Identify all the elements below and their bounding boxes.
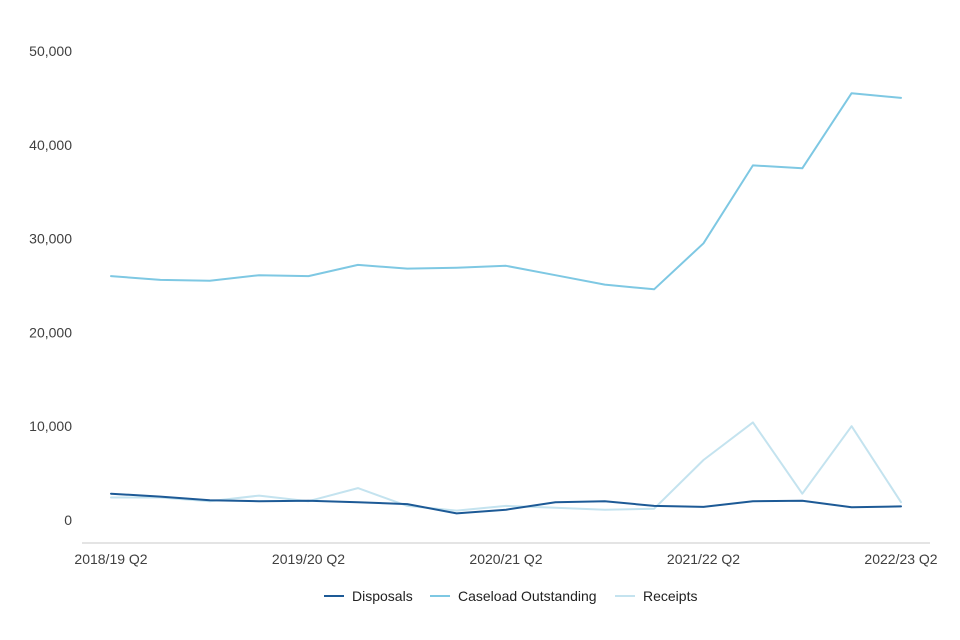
- x-tick-label: 2018/19 Q2: [74, 551, 147, 567]
- y-tick-label: 20,000: [29, 324, 72, 340]
- series-line-receipts: [110, 421, 902, 512]
- x-tick-label: 2019/20 Q2: [272, 551, 345, 567]
- x-axis-ticks: 2018/19 Q2 2019/20 Q2 2020/21 Q2 2021/22 Q2…: [74, 551, 937, 567]
- y-axis-ticks: 0 10,000 20,000 30,000 40,000 50,000: [29, 43, 72, 528]
- y-tick-label: 50,000: [29, 43, 72, 59]
- legend-label: Disposals: [352, 588, 413, 604]
- series-lines: [110, 92, 902, 515]
- legend: Disposals Caseload Outstanding Receipts: [324, 588, 697, 604]
- series-line-disposals: [110, 492, 902, 515]
- legend-label: Caseload Outstanding: [458, 588, 597, 604]
- legend-label: Receipts: [643, 588, 697, 604]
- y-tick-label: 0: [64, 512, 72, 528]
- y-tick-label: 30,000: [29, 231, 72, 247]
- y-tick-label: 10,000: [29, 418, 72, 434]
- y-tick-label: 40,000: [29, 137, 72, 153]
- x-tick-label: 2020/21 Q2: [469, 551, 542, 567]
- x-tick-label: 2022/23 Q2: [864, 551, 937, 567]
- series-line-caseload-outstanding: [110, 92, 902, 291]
- x-tick-label: 2021/22 Q2: [667, 551, 740, 567]
